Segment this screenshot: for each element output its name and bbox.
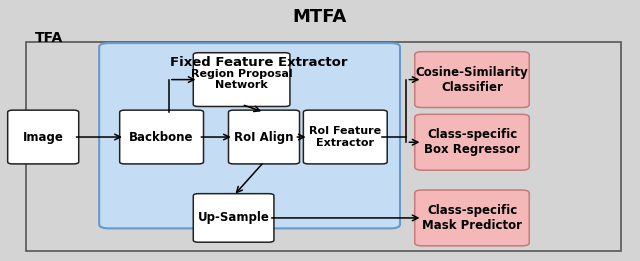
FancyBboxPatch shape [415,114,529,170]
FancyBboxPatch shape [26,42,621,251]
Text: Fixed Feature Extractor: Fixed Feature Extractor [170,56,347,69]
Text: Region Proposal
Network: Region Proposal Network [191,69,292,90]
Text: RoI Feature
Extractor: RoI Feature Extractor [309,126,381,148]
FancyBboxPatch shape [120,110,204,164]
Text: TFA: TFA [35,31,63,45]
Text: MTFA: MTFA [293,8,347,26]
FancyBboxPatch shape [8,110,79,164]
Text: Class-specific
Box Regressor: Class-specific Box Regressor [424,128,520,156]
FancyBboxPatch shape [99,43,400,228]
Text: Cosine-Similarity
Classifier: Cosine-Similarity Classifier [415,66,529,94]
Text: Backbone: Backbone [129,130,194,144]
Text: Up-Sample: Up-Sample [198,211,269,224]
Text: Class-specific
Mask Predictor: Class-specific Mask Predictor [422,204,522,232]
FancyBboxPatch shape [228,110,300,164]
FancyBboxPatch shape [303,110,387,164]
FancyBboxPatch shape [193,53,290,106]
Text: RoI Align: RoI Align [234,130,294,144]
FancyBboxPatch shape [415,52,529,108]
FancyBboxPatch shape [193,194,274,242]
Text: Image: Image [23,130,63,144]
FancyBboxPatch shape [415,190,529,246]
